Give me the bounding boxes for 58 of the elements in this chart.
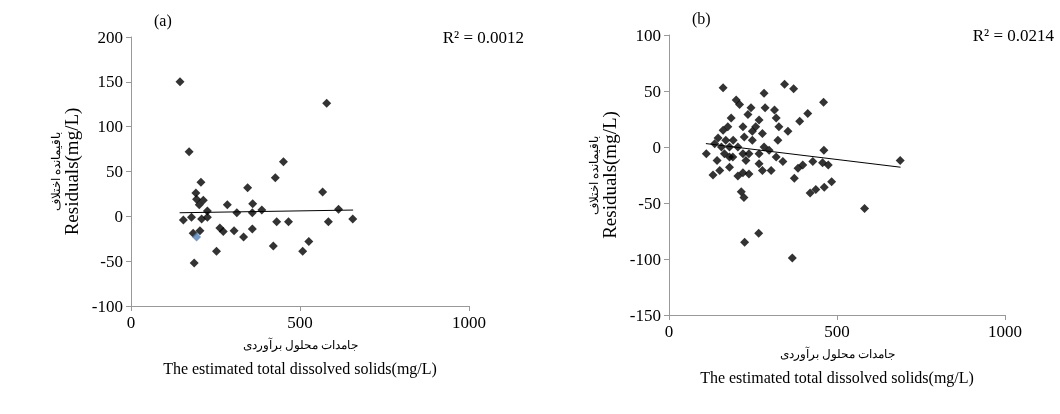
chart-title: (a) [154,11,172,30]
x-tick-label: 500 [824,322,850,341]
point [243,183,253,193]
y-tick-label: 50 [106,162,123,181]
x-tick-label: 0 [126,313,136,332]
point [229,226,239,236]
annotation: R² = 0.0214 [972,26,1055,45]
y-tick-label: -150 [629,305,661,325]
point [175,77,185,87]
y-tick-label: 0 [114,206,123,226]
point [304,236,314,246]
y-tick-label: -100 [629,249,661,269]
point [222,200,232,210]
point [218,227,228,237]
point [184,147,194,157]
chart-title: (b) [692,9,711,28]
y-tick-label: 100 [97,117,123,137]
point [272,217,282,227]
point [278,157,288,167]
point [318,187,328,197]
point [232,208,242,218]
point [348,214,358,224]
y-tick-label: 150 [97,72,123,92]
annotation: R² = 0.0012 [442,28,525,47]
point [202,206,212,216]
x-tick-label: 1000 [452,313,486,332]
y-tick-label: 200 [97,27,123,47]
point [239,232,249,242]
point [322,98,332,108]
point [248,199,258,209]
point [334,204,344,214]
y-tick-label: 50 [644,81,661,101]
point [268,241,278,251]
y-tick-label: -50 [100,251,123,271]
y-tick-label: 100 [635,25,661,45]
x-tick-label: 500 [287,313,313,332]
point [189,258,199,268]
point [187,212,196,222]
point [247,224,257,234]
x-tick-label: 0 [664,322,674,341]
y-tick-label: -100 [91,296,123,316]
x-tick-label: 1000 [988,322,1022,341]
point [195,226,205,236]
point [212,246,222,256]
y-tick-label: 0 [652,137,661,157]
point [178,215,188,225]
point [192,232,202,242]
point [323,217,333,227]
point [257,205,267,215]
point [270,173,280,183]
point [247,208,257,218]
point [191,188,201,198]
y-tick-label: -50 [638,193,661,213]
point [194,200,204,210]
point [202,212,212,222]
point [298,246,308,256]
point [196,177,206,187]
point [284,217,294,227]
